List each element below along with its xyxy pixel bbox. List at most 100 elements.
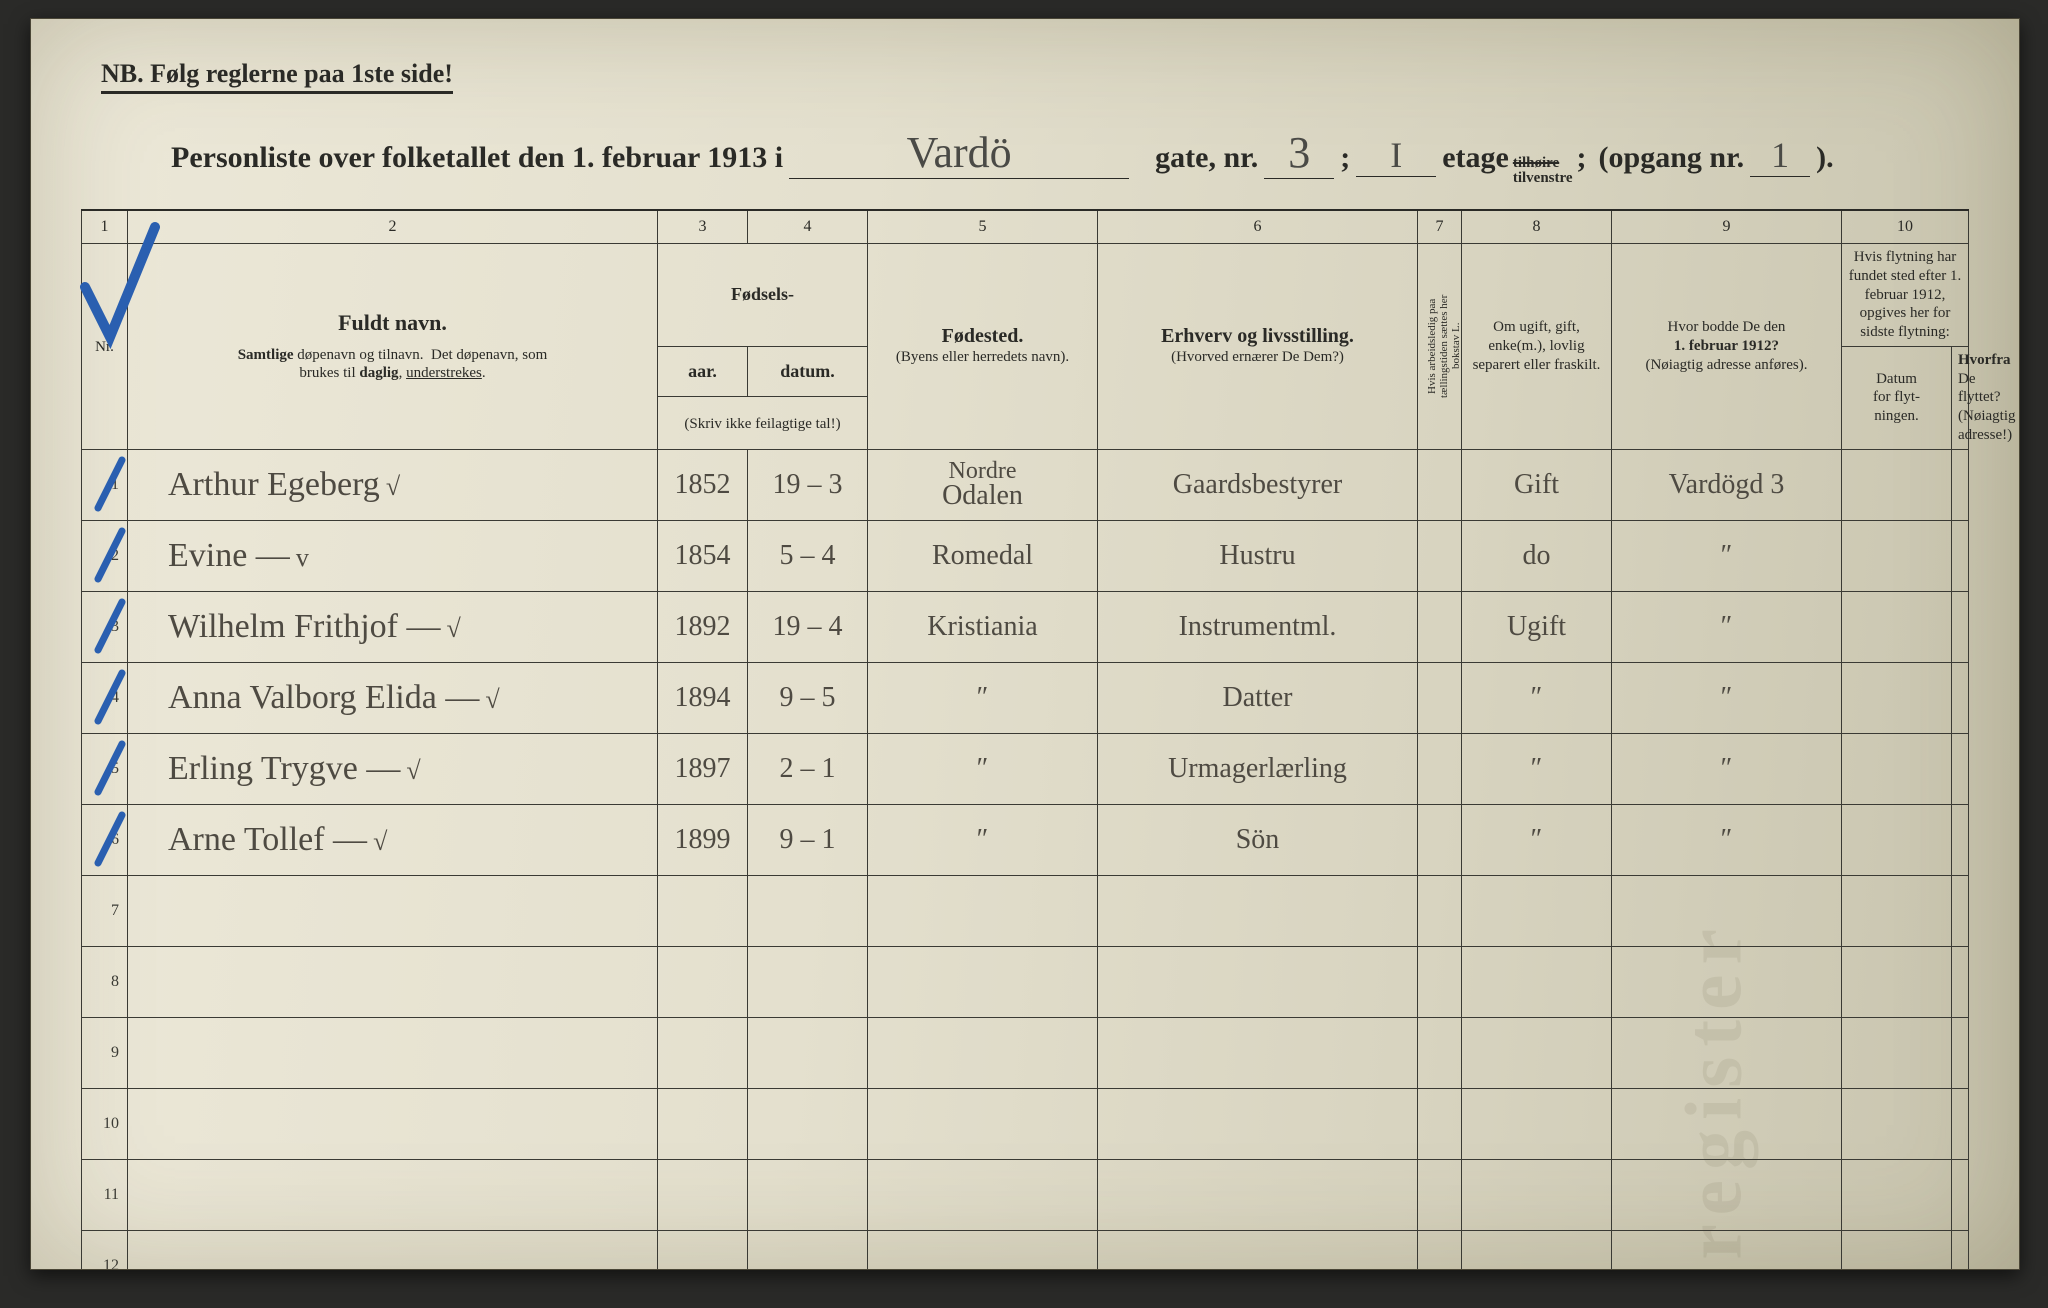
row-moved-date xyxy=(1842,875,1952,946)
row-name: Wilhelm Frithjof —√ xyxy=(128,591,658,662)
hdr-moved-date: Datumfor flyt-ningen. xyxy=(1842,346,1952,449)
row-marital xyxy=(1462,1088,1612,1159)
row-nr: 8 xyxy=(82,946,128,1017)
row-year: 1854 xyxy=(658,520,748,591)
row-moved-date xyxy=(1842,520,1952,591)
colnum-2: 2 xyxy=(128,210,658,244)
hdr-nr: Nr. xyxy=(82,244,128,450)
row-birthplace xyxy=(868,1017,1098,1088)
colnum-5: 5 xyxy=(868,210,1098,244)
row-year: 1852 xyxy=(658,449,748,520)
row-birthplace: ″ xyxy=(868,804,1098,875)
row-date: 9 – 1 xyxy=(748,804,868,875)
opgang-label: (opgang nr. xyxy=(1599,141,1745,175)
row-moved-date xyxy=(1842,1230,1952,1270)
etage-label: etage xyxy=(1442,141,1509,175)
row-name xyxy=(128,1159,658,1230)
column-number-row: 1 2 3 4 5 6 7 8 9 10 xyxy=(82,210,1969,244)
header-row-1: Nr. Fuldt navn. Samtlige døpenavn og til… xyxy=(82,244,1969,347)
row-birthplace xyxy=(868,1159,1098,1230)
row-date xyxy=(748,946,868,1017)
row-addr1912: ″ xyxy=(1612,733,1842,804)
row-moved-from xyxy=(1952,1230,1969,1270)
row-nr: 11 xyxy=(82,1159,128,1230)
row-name: Arthur Egeberg√ xyxy=(128,449,658,520)
row-birthplace: ″ xyxy=(868,662,1098,733)
colnum-7: 7 xyxy=(1418,210,1462,244)
row-moved-from xyxy=(1952,1017,1969,1088)
row-occupation xyxy=(1098,946,1418,1017)
row-nr: 5 xyxy=(82,733,128,804)
row-occupation xyxy=(1098,875,1418,946)
close-paren: ). xyxy=(1816,141,1834,175)
row-nr: 4 xyxy=(82,662,128,733)
colnum-6: 6 xyxy=(1098,210,1418,244)
row-addr1912 xyxy=(1612,875,1842,946)
row-year: 1897 xyxy=(658,733,748,804)
row-birthplace xyxy=(868,1088,1098,1159)
gate-label: gate, nr. xyxy=(1155,141,1258,175)
hdr-name: Fuldt navn. Samtlige døpenavn og tilnavn… xyxy=(128,244,658,450)
row-marital: Gift xyxy=(1462,449,1612,520)
row-birthplace: Kristiania xyxy=(868,591,1098,662)
row-year xyxy=(658,875,748,946)
row-addr1912 xyxy=(1612,1159,1842,1230)
hdr-moved-from: Hvorfra De flyttet?(Nøiagtig adresse!) xyxy=(1952,346,1969,449)
table-row: 9 xyxy=(82,1017,1969,1088)
row-date xyxy=(748,875,868,946)
row-col7 xyxy=(1418,804,1462,875)
floor: I xyxy=(1390,135,1402,175)
row-date: 19 – 4 xyxy=(748,591,868,662)
table-row: 7 xyxy=(82,875,1969,946)
row-moved-from xyxy=(1952,520,1969,591)
hdr-occupation: Erhverv og livsstilling. (Hvorved ernære… xyxy=(1098,244,1418,450)
nb-instruction: NB. Følg reglerne paa 1ste side! xyxy=(101,59,453,94)
hdr-birth-group: Fødsels- xyxy=(658,244,868,347)
row-moved-date xyxy=(1842,1088,1952,1159)
row-date: 9 – 5 xyxy=(748,662,868,733)
row-nr: 9 xyxy=(82,1017,128,1088)
row-col7 xyxy=(1418,733,1462,804)
row-occupation: Hustru xyxy=(1098,520,1418,591)
table-row: 12 xyxy=(82,1230,1969,1270)
row-birthplace: NordreOdalen xyxy=(868,449,1098,520)
row-year xyxy=(658,1159,748,1230)
blue-slash-icon xyxy=(90,740,130,796)
row-date xyxy=(748,1159,868,1230)
colnum-9: 9 xyxy=(1612,210,1842,244)
row-name: Arne Tollef —√ xyxy=(128,804,658,875)
row-addr1912 xyxy=(1612,1017,1842,1088)
row-marital xyxy=(1462,946,1612,1017)
row-col7 xyxy=(1418,1230,1462,1270)
row-nr: 2 xyxy=(82,520,128,591)
census-table-wrap: 1 2 3 4 5 6 7 8 9 10 Nr. Fuldt navn xyxy=(81,209,1969,1270)
row-moved-date xyxy=(1842,591,1952,662)
hdr-marital: Om ugift, gift, enke(m.), lovlig separer… xyxy=(1462,244,1612,450)
row-marital xyxy=(1462,1159,1612,1230)
house-nr: 3 xyxy=(1288,128,1310,177)
row-occupation xyxy=(1098,1159,1418,1230)
row-moved-from xyxy=(1952,1159,1969,1230)
row-col7 xyxy=(1418,591,1462,662)
row-moved-from xyxy=(1952,733,1969,804)
row-nr: 10 xyxy=(82,1088,128,1159)
table-row: 2Evine —v18545 – 4RomedalHustrudo″ xyxy=(82,520,1969,591)
row-moved-date xyxy=(1842,733,1952,804)
table-row: 11 xyxy=(82,1159,1969,1230)
row-col7 xyxy=(1418,520,1462,591)
table-body: 1Arthur Egeberg√185219 – 3NordreOdalenGa… xyxy=(82,449,1969,1270)
row-year: 1899 xyxy=(658,804,748,875)
hdr-birthplace: Fødested. (Byens eller herredets navn). xyxy=(868,244,1098,450)
colnum-3: 3 xyxy=(658,210,748,244)
row-name xyxy=(128,875,658,946)
row-name: Erling Trygve —√ xyxy=(128,733,658,804)
row-nr: 3 xyxy=(82,591,128,662)
row-marital: Ugift xyxy=(1462,591,1612,662)
row-addr1912 xyxy=(1612,1088,1842,1159)
table-row: 3Wilhelm Frithjof —√189219 – 4Kristiania… xyxy=(82,591,1969,662)
row-col7 xyxy=(1418,449,1462,520)
row-addr1912 xyxy=(1612,1230,1842,1270)
row-marital: ″ xyxy=(1462,733,1612,804)
census-page: folkeregister NB. Følg reglerne paa 1ste… xyxy=(30,18,2020,1270)
row-addr1912: ″ xyxy=(1612,591,1842,662)
